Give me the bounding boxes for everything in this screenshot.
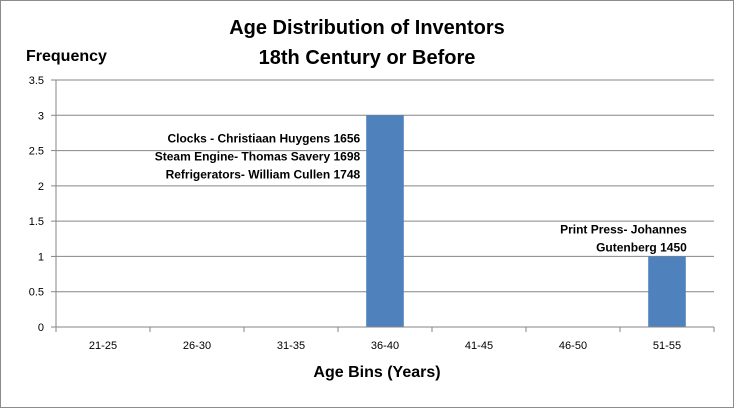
x-tick-label: 21-25 (89, 340, 117, 352)
chart-title-line-2: 18th Century or Before (259, 47, 476, 69)
x-tick-label: 26-30 (183, 340, 211, 352)
annotation-line: Print Press- Johannes (560, 222, 687, 236)
y-axis-title: Frequency (26, 48, 107, 65)
annotation-line: Refrigerators- William Cullen 1748 (166, 167, 361, 181)
y-tick-label: 1.5 (29, 216, 44, 228)
chart-title: Age Distribution of Inventors 18th Centu… (229, 17, 505, 69)
annotation-line: Steam Engine- Thomas Savery 1698 (155, 149, 361, 163)
y-tick-label: 0 (38, 322, 44, 334)
x-tick-label: 36-40 (371, 340, 399, 352)
x-tick-label: 31-35 (277, 340, 305, 352)
y-tick-label: 3.5 (29, 75, 44, 87)
annotation-line: Clocks - Christiaan Huygens 1656 (167, 131, 360, 145)
annotations: Clocks - Christiaan Huygens 1656 Steam En… (155, 131, 687, 254)
annotation-line: Gutenberg 1450 (596, 240, 687, 254)
x-tick-label: 46-50 (559, 340, 587, 352)
bar-36-40 (366, 115, 404, 328)
y-tick-label: 3 (38, 110, 44, 122)
x-axis-title: Age Bins (Years) (313, 364, 440, 381)
x-tick-labels: 21-25 26-30 31-35 36-40 41-45 46-50 51-55 (89, 340, 681, 352)
y-tick-label: 1 (38, 251, 44, 263)
chart-title-line-1: Age Distribution of Inventors (229, 17, 505, 39)
y-tick-label: 2.5 (29, 146, 44, 158)
bar-51-55 (648, 256, 686, 327)
y-tick-labels: 0 0.5 1 1.5 2 2.5 3 3.5 (29, 75, 44, 334)
x-tick-label: 41-45 (465, 340, 493, 352)
x-tick-label: 51-55 (653, 340, 681, 352)
axes (51, 79, 715, 332)
bars (366, 115, 686, 328)
y-tick-label: 2 (38, 181, 44, 193)
y-tick-label: 0.5 (29, 287, 44, 299)
